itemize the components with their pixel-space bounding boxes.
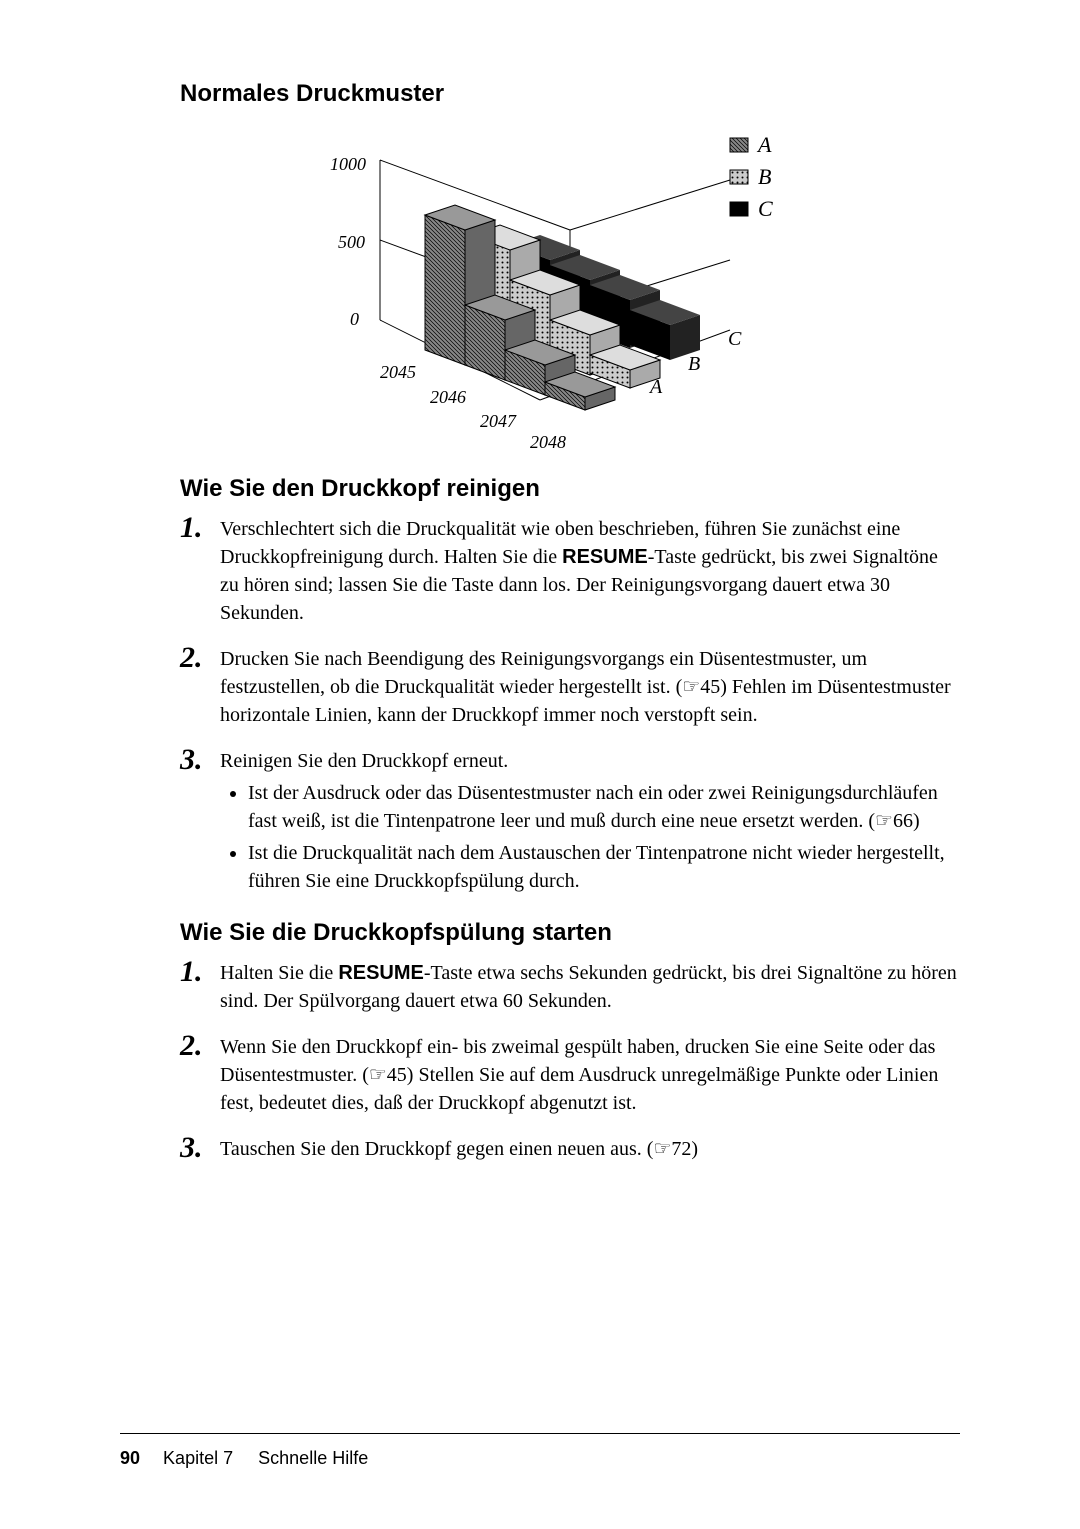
- step-body: Tauschen Sie den Druckkopf gegen einen n…: [220, 1135, 960, 1163]
- chapter-sep: [238, 1448, 253, 1468]
- step-intro: Reinigen Sie den Druckkopf erneut.: [220, 750, 508, 772]
- flush-steps-list: 1. Halten Sie die RESUME-Taste etwa sech…: [180, 959, 960, 1165]
- clean-step-1: 1. Verschlechtert sich die Druckqualität…: [180, 515, 960, 627]
- chapter-title: Schnelle Hilfe: [258, 1448, 368, 1468]
- step-body: Drucken Sie nach Beendigung des Reinigun…: [220, 645, 960, 729]
- print-pattern-chart: 0 500 1000: [180, 120, 960, 455]
- legend-b: B: [758, 164, 771, 189]
- clean-step-2: 2. Drucken Sie nach Beendigung des Reini…: [180, 645, 960, 729]
- clean-steps-list: 1. Verschlechtert sich die Druckqualität…: [180, 515, 960, 899]
- x-tick-0: 2045: [380, 362, 416, 382]
- x-tick-2: 2047: [480, 411, 517, 431]
- page-footer: 90 Kapitel 7 Schnelle Hilfe: [120, 1433, 960, 1469]
- z-tick-500: 500: [338, 232, 365, 252]
- flush-step-3: 3. Tauschen Sie den Druckkopf gegen eine…: [180, 1135, 960, 1165]
- legend: A B C: [730, 132, 773, 221]
- flush-step-2: 2. Wenn Sie den Druckkopf ein- bis zweim…: [180, 1033, 960, 1117]
- resume-key-label: RESUME: [338, 962, 424, 984]
- page-number: 90: [120, 1448, 140, 1468]
- sub-bullets: Ist der Ausdruck oder das Düsentestmuste…: [248, 779, 960, 895]
- legend-c: C: [758, 196, 773, 221]
- step-body: Reinigen Sie den Druckkopf erneut. Ist d…: [220, 747, 960, 899]
- chapter-label: Kapitel 7: [163, 1448, 233, 1468]
- resume-key-label: RESUME: [562, 546, 648, 568]
- flush-step-1: 1. Halten Sie die RESUME-Taste etwa sech…: [180, 959, 960, 1015]
- step-number: 3.: [180, 745, 210, 775]
- step-number: 1.: [180, 513, 210, 543]
- step-number: 2.: [180, 1031, 210, 1061]
- z-tick-1000: 1000: [330, 154, 366, 174]
- section-title-normal-print: Normales Druckmuster: [180, 80, 960, 108]
- y-tick-c: C: [728, 328, 742, 350]
- bullet-item: Ist der Ausdruck oder das Düsentestmuste…: [248, 779, 960, 835]
- x-tick-1: 2046: [430, 387, 466, 407]
- section-title-clean-printhead: Wie Sie den Druckkopf reinigen: [180, 475, 960, 503]
- legend-a: A: [756, 132, 772, 157]
- step-body: Halten Sie die RESUME-Taste etwa sechs S…: [220, 959, 960, 1015]
- step-body: Verschlechtert sich die Druckqualität wi…: [220, 515, 960, 627]
- chart-svg: 0 500 1000: [310, 120, 830, 450]
- step-number: 2.: [180, 643, 210, 673]
- z-tick-0: 0: [350, 309, 359, 329]
- y-tick-a: A: [648, 376, 663, 398]
- step-number: 3.: [180, 1133, 210, 1163]
- x-tick-3: 2048: [530, 432, 566, 450]
- text-part-1: Halten Sie die: [220, 962, 338, 984]
- bullet-item: Ist die Druckqualität nach dem Austausch…: [248, 839, 960, 895]
- y-tick-b: B: [688, 353, 700, 375]
- section-title-flush-printhead: Wie Sie die Druckkopfspülung starten: [180, 919, 960, 947]
- step-body: Wenn Sie den Druckkopf ein- bis zweimal …: [220, 1033, 960, 1117]
- clean-step-3: 3. Reinigen Sie den Druckkopf erneut. Is…: [180, 747, 960, 899]
- step-number: 1.: [180, 957, 210, 987]
